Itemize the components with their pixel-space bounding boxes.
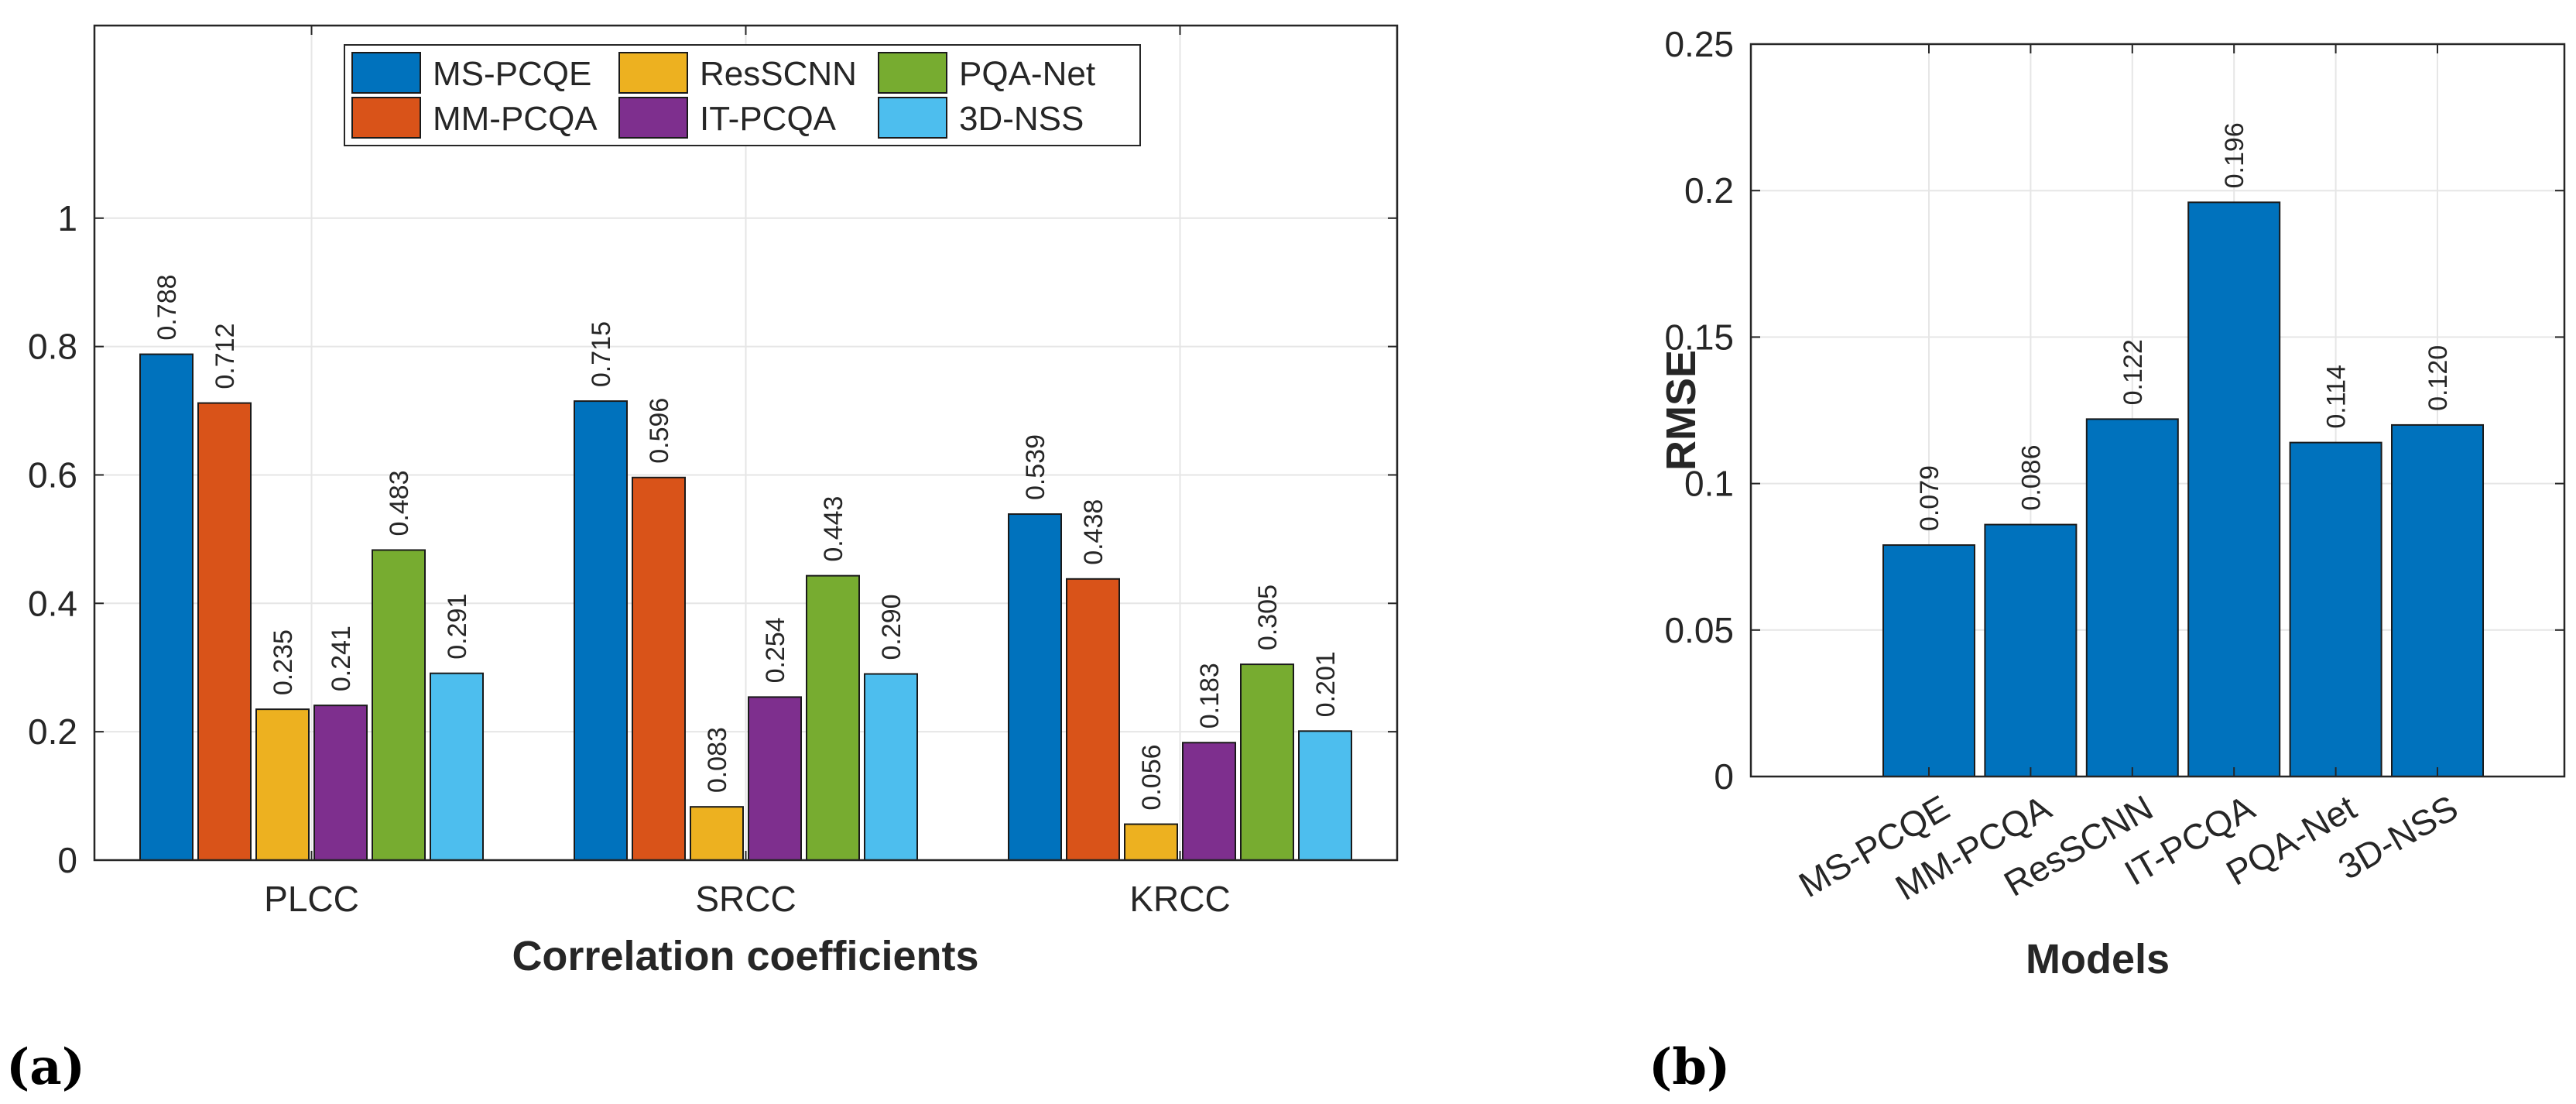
bar-resscnn-plcc <box>255 708 310 862</box>
data-label: 0.183 <box>1195 663 1225 729</box>
bar-3d-nss-plcc <box>430 672 484 861</box>
data-label: 0.241 <box>327 626 356 691</box>
y-tick-label: 0.15 <box>1664 317 1734 357</box>
legend-label: 3D-NSS <box>959 100 1084 138</box>
bar-ms-pcqe <box>1882 544 1975 778</box>
data-label: 0.083 <box>703 727 732 793</box>
data-label: 0.056 <box>1137 744 1166 810</box>
legend-swatch-it-pcqa <box>618 97 688 139</box>
data-label: 0.290 <box>877 594 906 660</box>
bar-ms-pcqe-plcc <box>139 353 194 861</box>
panel-label-b: (b) <box>1649 1038 1730 1096</box>
x-axis-title-b: Models <box>2026 936 2170 982</box>
legend-swatch-resscnn <box>618 52 688 94</box>
bar-mm-pcqa-krcc <box>1066 578 1120 861</box>
legend-box <box>344 44 1141 146</box>
y-tick-label: 0.1 <box>1684 464 1734 504</box>
y-axis-title-b: RMSE <box>1658 350 1704 471</box>
data-label: 0.596 <box>645 398 674 464</box>
data-label: 0.788 <box>152 274 182 340</box>
data-label: 0.114 <box>2322 365 2352 429</box>
data-label: 0.715 <box>587 321 616 387</box>
legend-label: IT-PCQA <box>700 100 837 138</box>
bar-resscnn-krcc <box>1124 823 1178 862</box>
y-tick-label: 0 <box>57 840 77 880</box>
y-tick-label: 0.05 <box>1664 610 1734 650</box>
plot-frame-b <box>1749 43 2566 778</box>
bar-3d-nss <box>2391 423 2484 777</box>
panel-label-a: (a) <box>6 1038 85 1096</box>
bar-3d-nss-krcc <box>1298 730 1352 861</box>
data-label: 0.086 <box>2016 444 2046 510</box>
legend-label: MM-PCQA <box>433 100 598 138</box>
legend-a: MS-PCQE ResSCNN PQA-Net MM-PCQA IT-PCQA 3D-NS… <box>344 44 1141 146</box>
bar-resscnn <box>2085 418 2179 777</box>
y-tick-label: 0.25 <box>1664 24 1734 64</box>
chart-panel-a: 0.788 0.715 0.539 0.712 0.596 0.438 0.235 0.083… <box>6 24 1399 1096</box>
y-tick-label: 0.2 <box>1684 170 1734 211</box>
x-tick-label: SRCC <box>695 879 796 919</box>
legend-swatch-3d-nss <box>878 97 947 139</box>
legend-swatch-pqa-net <box>878 52 947 94</box>
bar-it-pcqa-plcc <box>313 705 368 862</box>
x-axis-title-a: Correlation coefficients <box>512 933 978 979</box>
bar-3d-nss-srcc <box>864 673 918 861</box>
bars-b: 0.079 0.086 0.122 0.196 0.114 0.120 <box>1882 122 2484 778</box>
x-tick-label: PLCC <box>264 879 359 919</box>
bar-it-pcqa-srcc <box>748 696 802 861</box>
x-axis-a: PLCC SRCC KRCC <box>264 26 1231 919</box>
data-label: 0.305 <box>1253 585 1283 650</box>
bar-ms-pcqe-srcc <box>574 400 628 861</box>
bars-a: 0.788 0.715 0.539 0.712 0.596 0.438 0.235 0.083… <box>139 274 1352 862</box>
data-label: 0.079 <box>1915 465 1944 531</box>
data-label: 0.712 <box>211 323 240 389</box>
bar-pqa-net-srcc <box>806 574 860 861</box>
legend-label: PQA-Net <box>959 55 1095 93</box>
data-label: 0.438 <box>1079 499 1108 565</box>
bar-ms-pcqe-krcc <box>1008 513 1062 861</box>
data-label: 0.443 <box>819 496 848 562</box>
bar-pqa-net-plcc <box>372 549 426 862</box>
y-tick-label: 0.2 <box>28 711 77 752</box>
y-tick-label: 0.4 <box>28 583 77 623</box>
y-axis-b: 0 0.05 0.1 0.15 0.2 0.25 <box>1664 24 2564 797</box>
grid-a <box>94 26 1397 860</box>
legend-swatch-mm-pcqa <box>351 97 421 139</box>
y-tick-label: 1 <box>57 198 77 238</box>
bar-pqa-net <box>2289 441 2382 778</box>
data-label: 0.539 <box>1021 434 1050 500</box>
bar-mm-pcqa-plcc <box>197 402 252 861</box>
data-label: 0.196 <box>2220 122 2249 188</box>
bar-mm-pcqa <box>1984 523 2078 777</box>
data-label: 0.254 <box>761 617 790 683</box>
legend-swatch-ms-pcqe <box>351 52 421 94</box>
data-label: 0.483 <box>385 470 414 536</box>
data-label: 0.235 <box>269 629 298 695</box>
data-label: 0.120 <box>2424 345 2453 411</box>
y-tick-label: 0 <box>1714 756 1734 797</box>
data-label: 0.122 <box>2119 339 2148 405</box>
bar-it-pcqa-krcc <box>1182 742 1236 862</box>
y-tick-label: 0.6 <box>28 454 77 495</box>
data-label: 0.201 <box>1311 651 1341 717</box>
bar-mm-pcqa-srcc <box>632 476 686 861</box>
y-axis-a: 0 0.2 0.4 0.6 0.8 1 <box>28 198 1397 880</box>
x-tick-label: KRCC <box>1129 879 1230 919</box>
bar-it-pcqa <box>2187 201 2281 777</box>
legend-label: ResSCNN <box>700 55 857 93</box>
bar-pqa-net-krcc <box>1240 663 1294 861</box>
data-label: 0.291 <box>443 594 472 660</box>
y-tick-label: 0.8 <box>28 327 77 367</box>
bar-resscnn-srcc <box>690 806 744 861</box>
legend-label: MS-PCQE <box>433 55 591 93</box>
